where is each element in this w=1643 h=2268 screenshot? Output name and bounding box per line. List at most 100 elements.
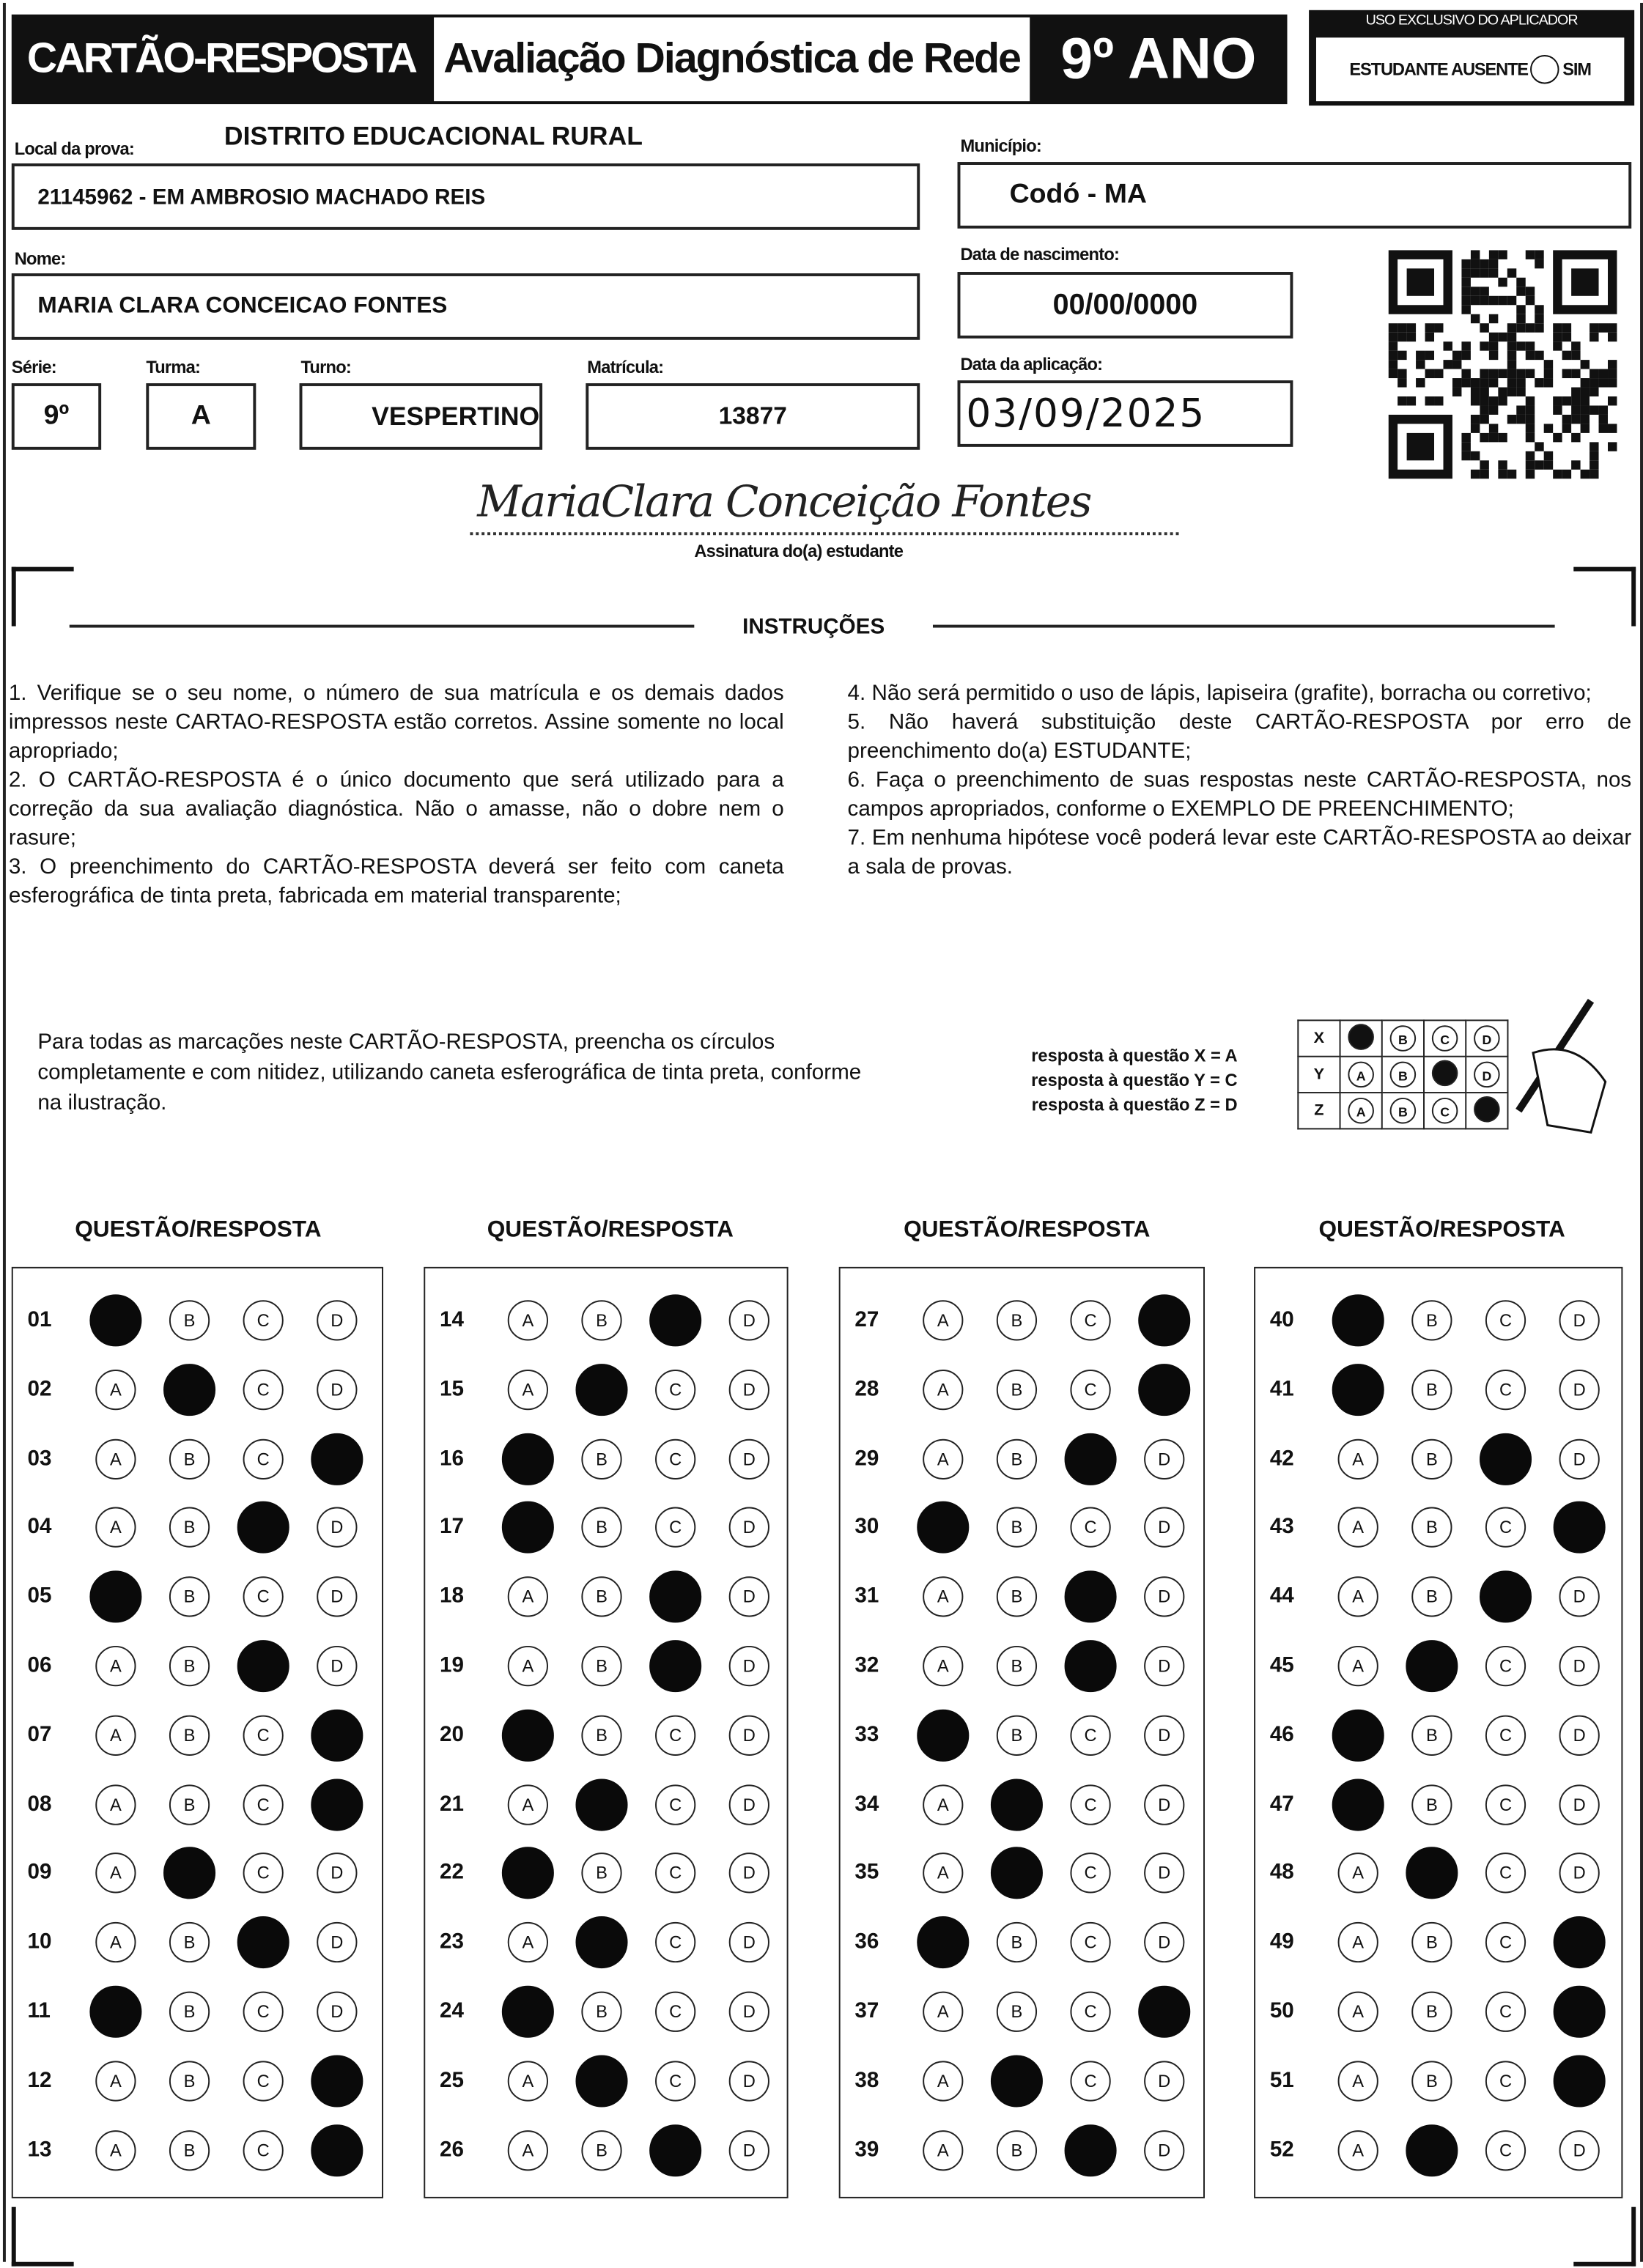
option-a-bubble-marked[interactable]	[917, 1709, 970, 1762]
option-a-bubble[interactable]: A	[923, 1645, 964, 1687]
option-a-bubble[interactable]: A	[95, 1715, 136, 1756]
option-d-bubble[interactable]: D	[317, 1991, 358, 2032]
option-a-bubble[interactable]: A	[923, 1369, 964, 1410]
option-b-bubble[interactable]: B	[581, 1576, 622, 1617]
option-d-bubble[interactable]: D	[728, 2060, 769, 2102]
option-d-bubble[interactable]: D	[1559, 2130, 1600, 2171]
option-a-bubble[interactable]: A	[923, 1853, 964, 1894]
option-b-bubble[interactable]: B	[581, 1991, 622, 2032]
option-c-bubble-marked[interactable]	[1479, 1570, 1532, 1623]
option-c-bubble-marked[interactable]	[649, 1294, 702, 1347]
option-c-bubble[interactable]: C	[655, 1922, 696, 1963]
option-c-bubble[interactable]: C	[655, 1369, 696, 1410]
option-d-bubble[interactable]: D	[1144, 1784, 1185, 1825]
option-b-bubble[interactable]: B	[169, 1784, 210, 1825]
option-c-bubble[interactable]: C	[243, 1576, 284, 1617]
option-b-bubble[interactable]: B	[1411, 2060, 1452, 2102]
option-c-bubble-marked[interactable]	[649, 2124, 702, 2176]
option-c-bubble[interactable]: C	[243, 1991, 284, 2032]
option-d-bubble[interactable]: D	[728, 1576, 769, 1617]
absent-bubble[interactable]	[1530, 54, 1560, 84]
option-b-bubble[interactable]: B	[1411, 1369, 1452, 1410]
option-d-bubble[interactable]: D	[1559, 1645, 1600, 1687]
option-c-bubble[interactable]: C	[243, 1784, 284, 1825]
option-c-bubble[interactable]: C	[1485, 1507, 1526, 1548]
option-c-bubble[interactable]: C	[243, 1853, 284, 1894]
option-c-bubble[interactable]: C	[1485, 1369, 1526, 1410]
option-d-bubble[interactable]: D	[728, 1922, 769, 1963]
option-b-bubble-marked[interactable]	[575, 1916, 628, 1969]
option-b-bubble[interactable]: B	[996, 1991, 1038, 2032]
option-b-bubble[interactable]: B	[1411, 1991, 1452, 2032]
option-b-bubble[interactable]: B	[169, 2060, 210, 2102]
option-a-bubble[interactable]: A	[1337, 1438, 1378, 1480]
option-d-bubble[interactable]: D	[1559, 1438, 1600, 1480]
option-b-bubble[interactable]: B	[581, 1438, 622, 1480]
option-b-bubble[interactable]: B	[169, 1715, 210, 1756]
option-b-bubble-marked[interactable]	[575, 2055, 628, 2108]
option-d-bubble[interactable]: D	[317, 1576, 358, 1617]
option-a-bubble[interactable]: A	[507, 1300, 548, 1341]
option-c-bubble[interactable]: C	[1070, 1991, 1111, 2032]
option-c-bubble[interactable]: C	[243, 1715, 284, 1756]
option-d-bubble[interactable]: D	[728, 1645, 769, 1687]
option-a-bubble-marked[interactable]	[917, 1916, 970, 1969]
option-c-bubble[interactable]: C	[655, 1853, 696, 1894]
option-b-bubble[interactable]: B	[996, 1922, 1038, 1963]
option-a-bubble[interactable]: A	[1337, 1853, 1378, 1894]
option-b-bubble-marked[interactable]	[575, 1778, 628, 1831]
option-b-bubble[interactable]: B	[996, 1507, 1038, 1548]
option-b-bubble[interactable]: B	[581, 1853, 622, 1894]
option-a-bubble[interactable]: A	[95, 2130, 136, 2171]
option-b-bubble[interactable]: B	[1411, 1507, 1452, 1548]
option-a-bubble[interactable]: A	[923, 1784, 964, 1825]
option-b-bubble-marked[interactable]	[990, 1778, 1043, 1831]
option-c-bubble[interactable]: C	[243, 1369, 284, 1410]
option-c-bubble[interactable]: C	[1070, 1507, 1111, 1548]
option-c-bubble[interactable]: C	[1070, 1369, 1111, 1410]
option-b-bubble-marked[interactable]	[1406, 2124, 1458, 2176]
option-c-bubble[interactable]: C	[655, 1991, 696, 2032]
option-d-bubble[interactable]: D	[317, 1922, 358, 1963]
option-a-bubble-marked[interactable]	[1332, 1363, 1384, 1416]
option-d-bubble[interactable]: D	[1144, 1715, 1185, 1756]
option-c-bubble[interactable]: C	[655, 1784, 696, 1825]
option-a-bubble[interactable]: A	[95, 1438, 136, 1480]
option-b-bubble[interactable]: B	[996, 1300, 1038, 1341]
option-c-bubble[interactable]: C	[243, 2060, 284, 2102]
option-a-bubble[interactable]: A	[95, 1922, 136, 1963]
option-d-bubble[interactable]: D	[1144, 1922, 1185, 1963]
option-a-bubble[interactable]: A	[507, 2060, 548, 2102]
option-c-bubble[interactable]: C	[1070, 1853, 1111, 1894]
option-c-bubble[interactable]: C	[1070, 1784, 1111, 1825]
option-d-bubble[interactable]: D	[317, 1853, 358, 1894]
option-a-bubble[interactable]: A	[507, 1645, 548, 1687]
option-b-bubble[interactable]: B	[581, 2130, 622, 2171]
option-d-bubble[interactable]: D	[728, 1784, 769, 1825]
option-b-bubble[interactable]: B	[169, 2130, 210, 2171]
option-a-bubble[interactable]: A	[95, 1369, 136, 1410]
option-d-bubble-marked[interactable]	[1138, 1363, 1191, 1416]
option-d-bubble-marked[interactable]	[1553, 2055, 1606, 2108]
option-b-bubble[interactable]: B	[169, 1576, 210, 1617]
option-b-bubble[interactable]: B	[996, 1369, 1038, 1410]
option-c-bubble[interactable]: C	[1485, 2130, 1526, 2171]
option-d-bubble-marked[interactable]	[1553, 1916, 1606, 1969]
option-c-bubble[interactable]: C	[1070, 1715, 1111, 1756]
option-d-bubble[interactable]: D	[1559, 1784, 1600, 1825]
option-a-bubble[interactable]: A	[507, 1784, 548, 1825]
option-c-bubble-marked[interactable]	[237, 1501, 289, 1554]
option-a-bubble-marked[interactable]	[501, 1501, 554, 1554]
option-a-bubble-marked[interactable]	[501, 1847, 554, 1900]
option-d-bubble-marked[interactable]	[311, 1778, 363, 1831]
option-b-bubble-marked[interactable]	[575, 1363, 628, 1416]
option-a-bubble-marked[interactable]	[917, 1501, 970, 1554]
option-a-bubble[interactable]: A	[923, 1991, 964, 2032]
option-d-bubble[interactable]: D	[1559, 1853, 1600, 1894]
option-c-bubble[interactable]: C	[243, 1300, 284, 1341]
option-b-bubble-marked[interactable]	[163, 1847, 216, 1900]
option-c-bubble[interactable]: C	[1485, 1300, 1526, 1341]
option-c-bubble[interactable]: C	[1485, 1922, 1526, 1963]
option-a-bubble-marked[interactable]	[501, 1709, 554, 1762]
option-a-bubble[interactable]: A	[507, 1922, 548, 1963]
